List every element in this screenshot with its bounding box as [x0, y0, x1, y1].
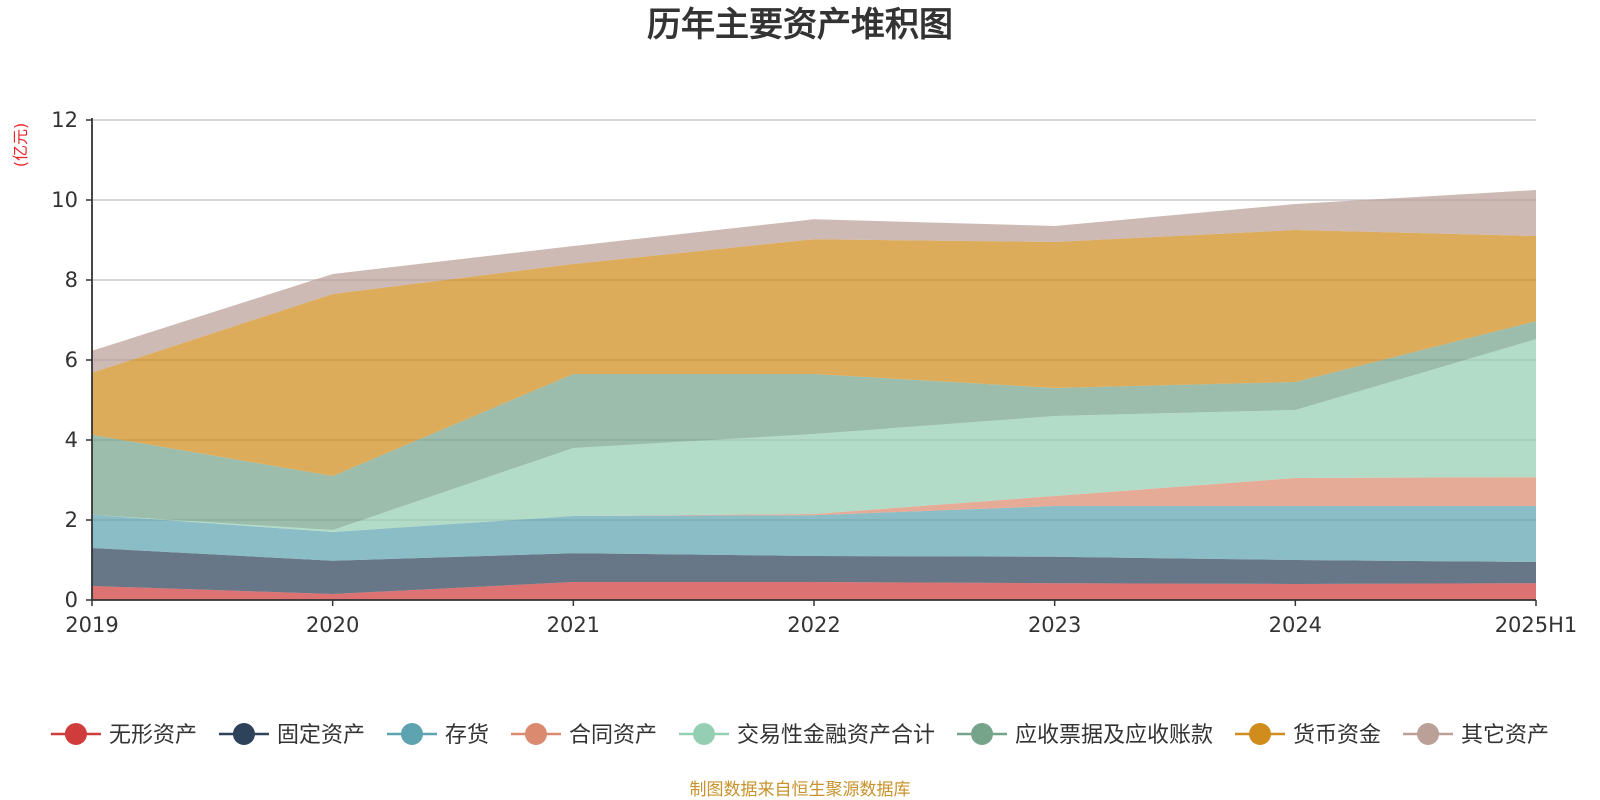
- legend-item[interactable]: 固定资产: [218, 723, 365, 748]
- legend-item[interactable]: 交易性金融资产合计: [679, 723, 935, 748]
- chart-title: 历年主要资产堆积图: [647, 5, 953, 45]
- y-tick-label: 12: [51, 108, 78, 132]
- y-tick-label: 2: [65, 508, 78, 532]
- area-series: [91, 189, 1537, 600]
- x-tick-label: 2020: [306, 613, 359, 637]
- x-tick-label: 2023: [1028, 613, 1081, 637]
- legend-item[interactable]: 合同资产: [510, 723, 657, 748]
- legend-label: 存货: [445, 723, 489, 748]
- legend-item[interactable]: 其它资产: [1403, 723, 1549, 748]
- source-note: 制图数据来自恒生聚源数据库: [690, 780, 911, 800]
- legend-label: 合同资产: [569, 723, 657, 748]
- legend-item[interactable]: 货币资金: [1235, 723, 1381, 748]
- legend-marker: [971, 723, 994, 745]
- y-tick-label: 4: [65, 428, 78, 452]
- legend-marker: [524, 723, 547, 745]
- y-axis-unit: (亿元): [11, 123, 30, 168]
- axes: 0 2 4 6 8 10 12 2019 2020 2021 2022 2023 2024 2025H1: [51, 108, 1577, 637]
- y-tick-label: 10: [51, 188, 78, 212]
- legend-label: 其它资产: [1461, 723, 1549, 748]
- legend-marker: [232, 723, 255, 745]
- x-tick-label: 2022: [787, 613, 840, 637]
- area-series-2: [92, 548, 1536, 594]
- area-series-3: [92, 506, 1536, 562]
- legend-marker: [400, 723, 423, 745]
- x-tick-label: 2019: [65, 613, 118, 637]
- area-series-7: [92, 230, 1536, 476]
- y-tick-label: 0: [65, 588, 78, 612]
- area-series-4: [92, 477, 1536, 532]
- legend-item[interactable]: 应收票据及应收账款: [957, 723, 1213, 748]
- x-tick-label: 2025H1: [1495, 613, 1578, 637]
- legend-item[interactable]: 存货: [386, 723, 489, 748]
- area-series-5: [92, 339, 1536, 532]
- x-tick-label: 2021: [547, 613, 600, 637]
- area-series-8: [92, 190, 1536, 373]
- legend: 无形资产 固定资产 存货 合同资产 交易性金融资产合计 应收票据及应收账款 货币资金 其它资产: [50, 723, 1549, 748]
- area-series-1: [92, 582, 1536, 600]
- legend-marker: [693, 723, 715, 745]
- legend-marker: [64, 723, 87, 745]
- area-series-6: [92, 321, 1536, 530]
- legend-label: 货币资金: [1293, 723, 1381, 748]
- legend-label: 固定资产: [277, 723, 365, 748]
- legend-label: 无形资产: [109, 723, 197, 748]
- x-tick-label: 2024: [1269, 613, 1322, 637]
- y-tick-label: 6: [65, 348, 78, 372]
- legend-item[interactable]: 无形资产: [50, 723, 197, 748]
- legend-marker: [1417, 723, 1440, 745]
- legend-marker: [1249, 723, 1272, 745]
- legend-label: 应收票据及应收账款: [1015, 723, 1213, 748]
- legend-label: 交易性金融资产合计: [737, 723, 935, 748]
- y-tick-label: 8: [65, 268, 78, 292]
